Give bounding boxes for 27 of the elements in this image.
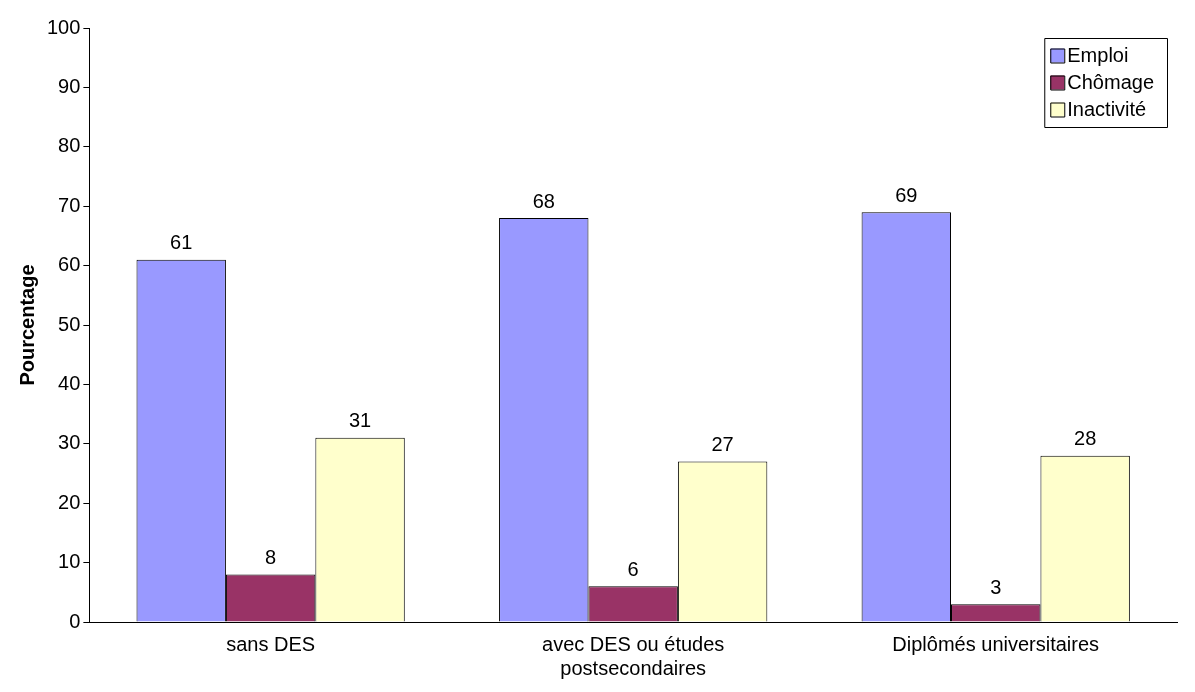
- data-label: 68: [532, 189, 555, 212]
- legend-label: Inactivité: [1067, 98, 1147, 121]
- y-tick-label: 0: [69, 609, 81, 632]
- data-label: 31: [348, 409, 372, 432]
- data-label: 27: [711, 433, 734, 456]
- y-tick-label: 20: [58, 490, 81, 513]
- x-tick-label: Diplômés universitaires: [892, 632, 1100, 655]
- y-tick-label: 50: [58, 312, 81, 335]
- legend-label: Emploi: [1067, 44, 1129, 67]
- data-label: 6: [627, 557, 639, 580]
- data-label: 69: [895, 183, 918, 206]
- legend-label: Chômage: [1067, 71, 1154, 94]
- y-tick-label: 30: [58, 431, 81, 454]
- data-label: 28: [1074, 427, 1097, 450]
- data-label: 3: [990, 575, 1002, 598]
- x-tick-label: sans DES: [226, 632, 316, 655]
- data-label: 61: [170, 231, 193, 254]
- y-tick-label: 60: [58, 253, 81, 276]
- x-tick-label: avec DES ou études postsecondaires: [542, 632, 725, 679]
- y-tick-label: 70: [58, 193, 81, 216]
- y-axis-title: Pourcentage: [15, 264, 38, 386]
- y-tick-label: 90: [58, 74, 81, 97]
- y-tick-label: 40: [58, 371, 81, 394]
- y-tick-label: 100: [46, 15, 81, 38]
- data-label: 8: [265, 546, 277, 568]
- y-tick-label: 80: [58, 134, 81, 157]
- y-tick-label: 10: [58, 550, 81, 573]
